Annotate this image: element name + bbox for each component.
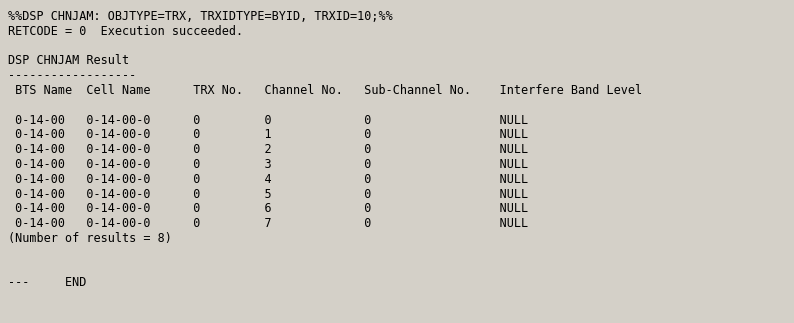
Text: 0-14-00   0-14-00-0      0         2             0                  NULL: 0-14-00 0-14-00-0 0 2 0 NULL [8, 143, 528, 156]
Text: RETCODE = 0  Execution succeeded.: RETCODE = 0 Execution succeeded. [8, 25, 243, 38]
Text: ---     END: --- END [8, 276, 87, 289]
Text: 0-14-00   0-14-00-0      0         1             0                  NULL: 0-14-00 0-14-00-0 0 1 0 NULL [8, 129, 528, 141]
Text: BTS Name  Cell Name      TRX No.   Channel No.   Sub-Channel No.    Interfere Ba: BTS Name Cell Name TRX No. Channel No. S… [8, 84, 642, 97]
Text: (Number of results = 8): (Number of results = 8) [8, 232, 172, 245]
Text: 0-14-00   0-14-00-0      0         6             0                  NULL: 0-14-00 0-14-00-0 0 6 0 NULL [8, 203, 528, 215]
Text: 0-14-00   0-14-00-0      0         5             0                  NULL: 0-14-00 0-14-00-0 0 5 0 NULL [8, 188, 528, 201]
Text: DSP CHNJAM Result: DSP CHNJAM Result [8, 54, 129, 68]
Text: 0-14-00   0-14-00-0      0         4             0                  NULL: 0-14-00 0-14-00-0 0 4 0 NULL [8, 173, 528, 186]
Text: 0-14-00   0-14-00-0      0         0             0                  NULL: 0-14-00 0-14-00-0 0 0 0 NULL [8, 114, 528, 127]
Text: 0-14-00   0-14-00-0      0         7             0                  NULL: 0-14-00 0-14-00-0 0 7 0 NULL [8, 217, 528, 230]
Text: 0-14-00   0-14-00-0      0         3             0                  NULL: 0-14-00 0-14-00-0 0 3 0 NULL [8, 158, 528, 171]
Text: ------------------: ------------------ [8, 69, 137, 82]
Text: %%DSP CHNJAM: OBJTYPE=TRX, TRXIDTYPE=BYID, TRXID=10;%%: %%DSP CHNJAM: OBJTYPE=TRX, TRXIDTYPE=BYI… [8, 10, 393, 23]
